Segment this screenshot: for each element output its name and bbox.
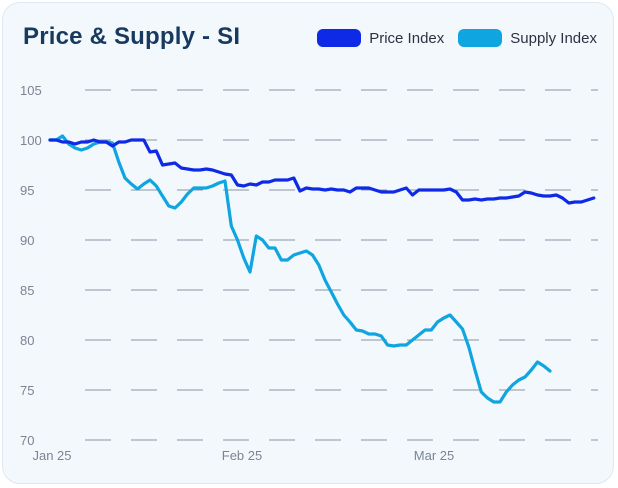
legend-item-supply-index[interactable]: Supply Index (458, 29, 597, 47)
grid (85, 89, 598, 441)
legend: Price Index Supply Index (317, 29, 597, 47)
series-lines (48, 134, 596, 404)
chart-card: Price & Supply - SI Price Index Supply I… (2, 2, 614, 484)
y-tick-label-100: 100 (20, 133, 42, 148)
y-axis-ticks: 70 75 80 85 90 95 100 105 (20, 83, 42, 448)
y-tick-label-80: 80 (20, 333, 34, 348)
y-tick-label-95: 95 (20, 183, 34, 198)
y-tick-label-90: 90 (20, 233, 34, 248)
x-axis-ticks: Jan 25 Feb 25 Mar 25 (32, 448, 454, 463)
x-tick-label-feb-25: Feb 25 (222, 448, 262, 463)
y-tick-label-70: 70 (20, 433, 34, 448)
series-line-supply-index (48, 134, 552, 404)
legend-item-price-index[interactable]: Price Index (317, 29, 444, 47)
x-tick-label-jan-25: Jan 25 (32, 448, 71, 463)
y-tick-label-85: 85 (20, 283, 34, 298)
x-tick-label-mar-25: Mar 25 (414, 448, 454, 463)
legend-swatch-supply-index (458, 29, 503, 47)
series-line-price-index (48, 138, 596, 205)
y-tick-label-75: 75 (20, 383, 34, 398)
legend-label-price-index: Price Index (369, 29, 445, 47)
y-tick-label-105: 105 (20, 83, 42, 98)
chart-title: Price & Supply - SI (23, 23, 241, 50)
legend-label-supply-index: Supply Index (510, 29, 597, 47)
legend-swatch-price-index (317, 29, 362, 47)
